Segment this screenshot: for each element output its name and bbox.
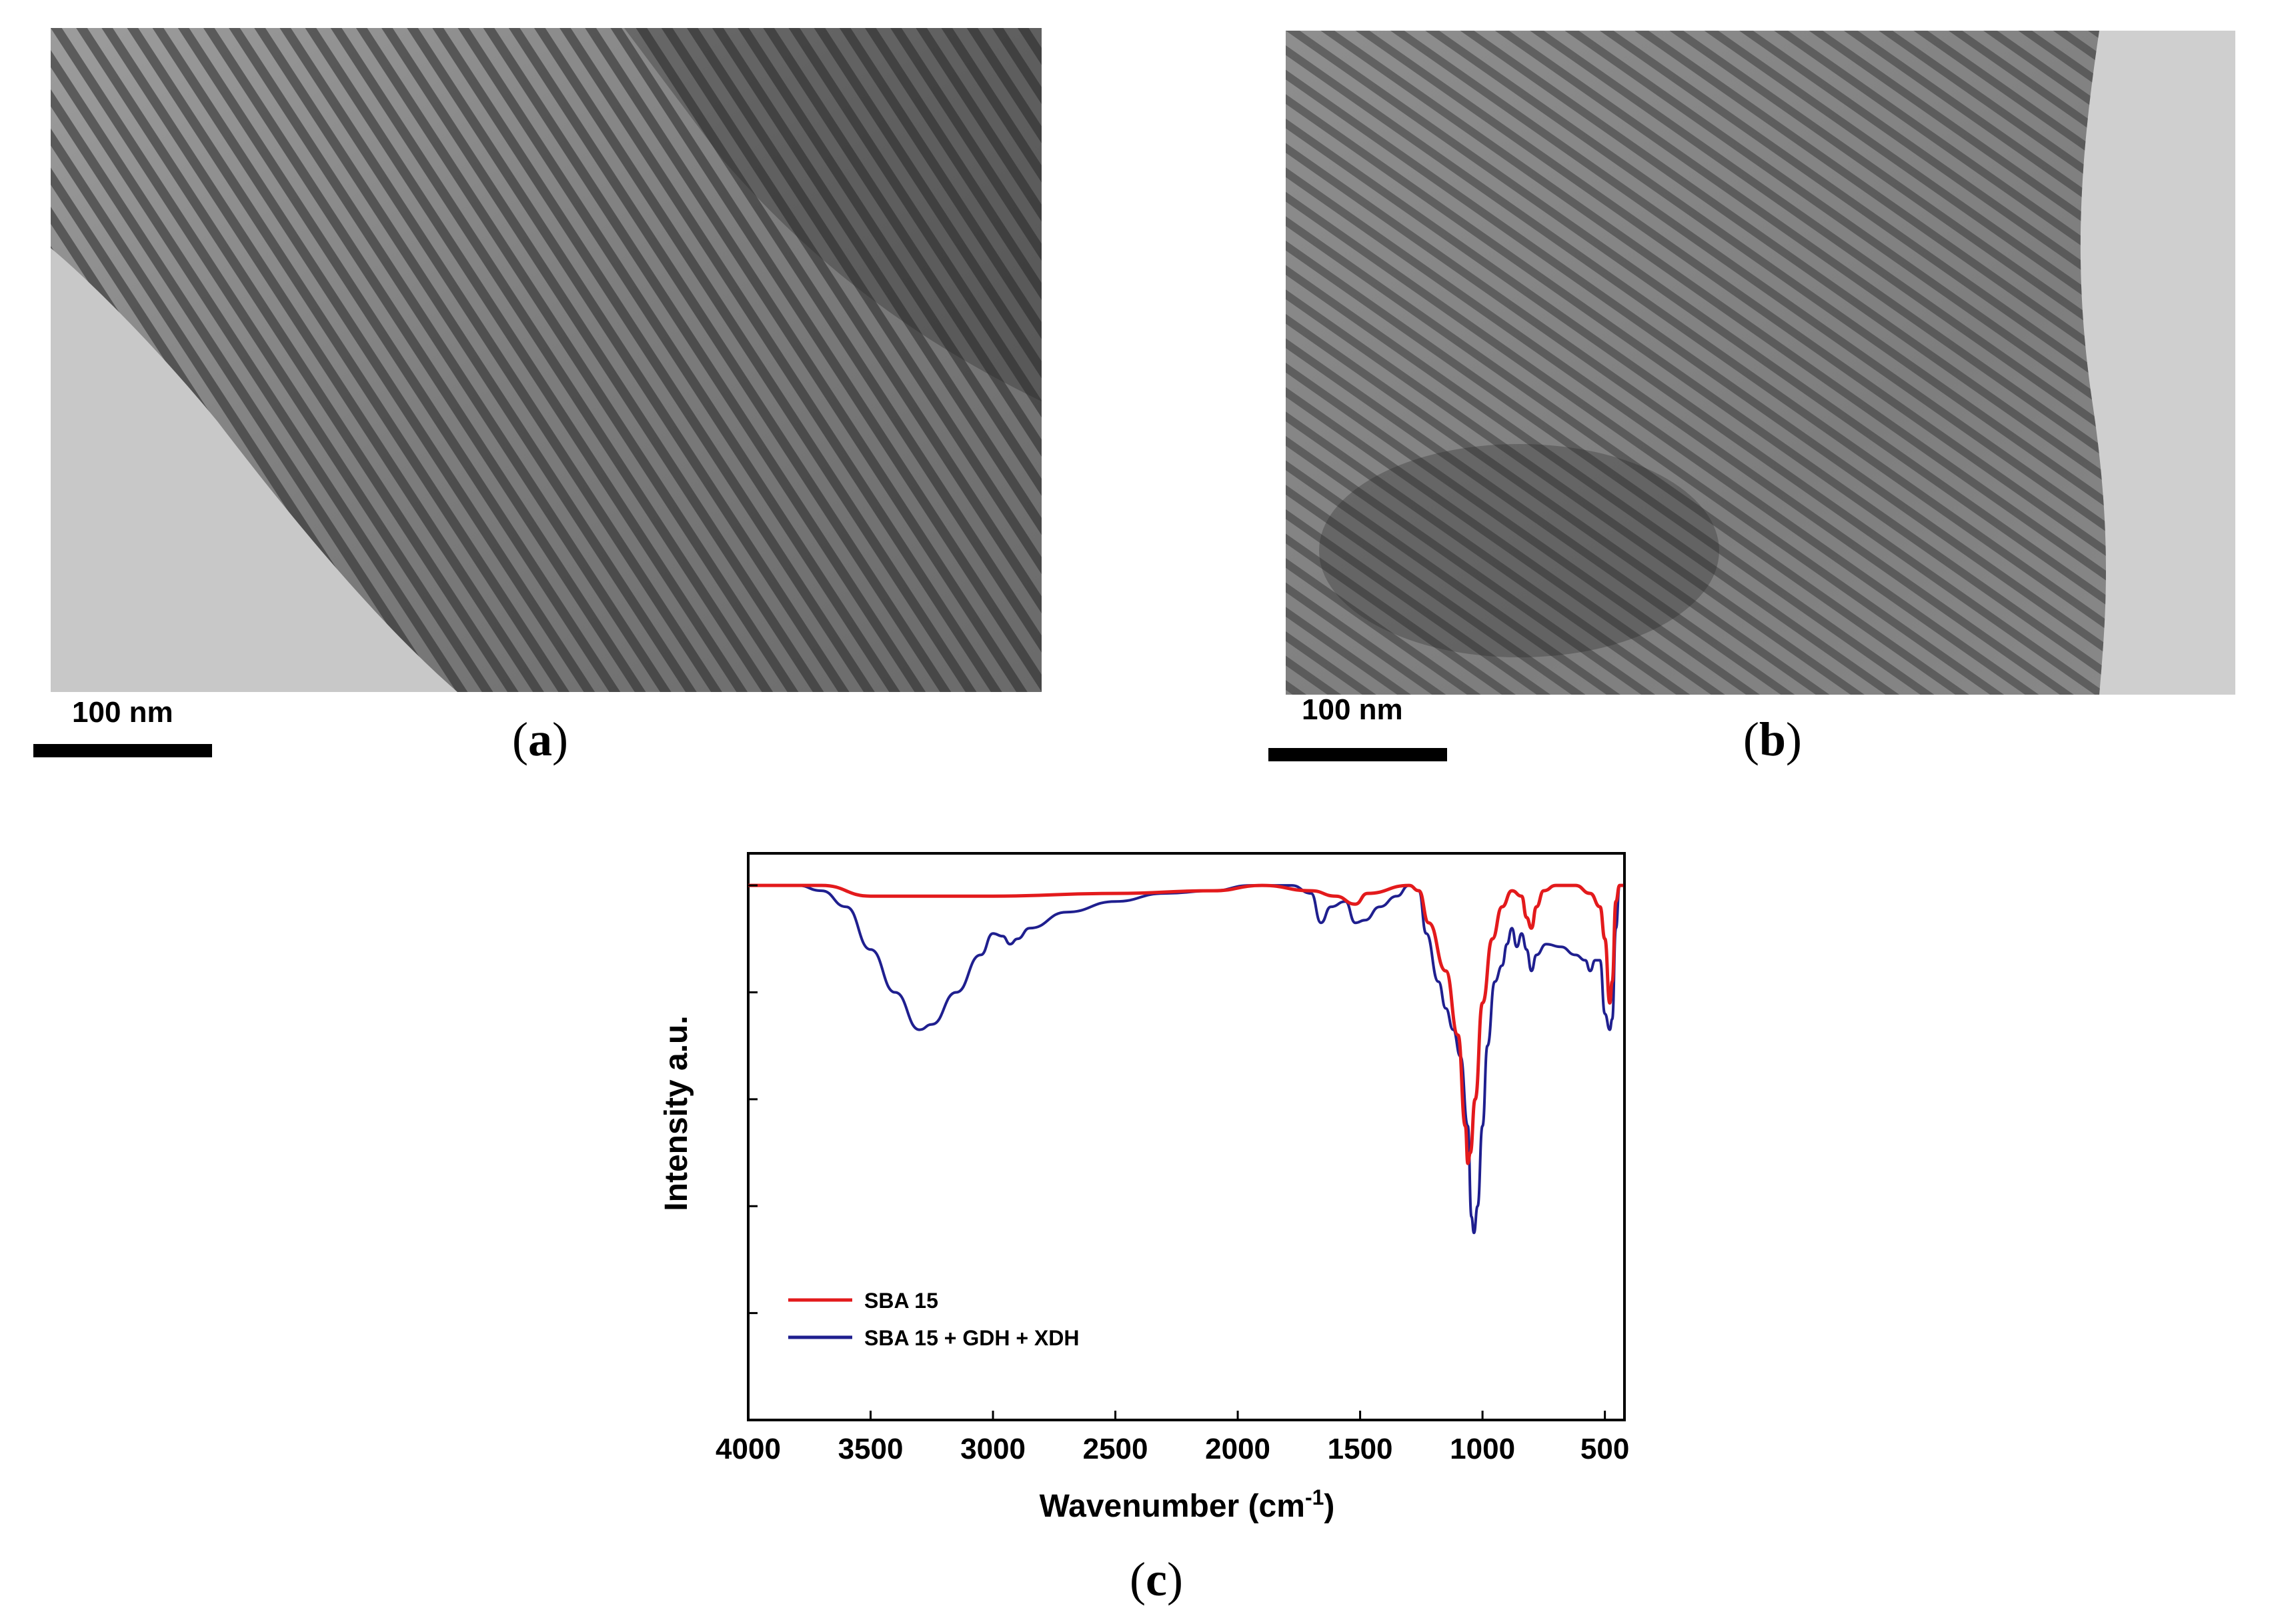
scale-bar-a bbox=[33, 744, 212, 757]
plot-frame bbox=[747, 852, 1626, 1421]
tem-image-a bbox=[51, 28, 1042, 692]
panel-label-a: (a) bbox=[512, 713, 568, 766]
panel-label-b: (b) bbox=[1743, 713, 1803, 766]
x-tick-label: 3500 bbox=[838, 1433, 904, 1465]
x-tick-label: 4000 bbox=[716, 1433, 781, 1465]
x-tick-label: 2000 bbox=[1205, 1433, 1270, 1465]
y-axis-label: Intensity a.u. bbox=[659, 1015, 694, 1211]
x-tick-label: 1500 bbox=[1328, 1433, 1393, 1465]
scale-label-a: 100 nm bbox=[72, 696, 173, 729]
series-layer bbox=[748, 883, 1624, 1235]
legend-label-1: SBA 15 bbox=[864, 1289, 938, 1313]
x-axis-label: Wavenumber (cm-1) bbox=[1040, 1485, 1335, 1524]
ftir-chart-svg: 4000 3500 3000 2500 2000 1500 1000 500 Intensit… bbox=[659, 852, 1629, 1524]
x-tick-label: 1000 bbox=[1450, 1433, 1515, 1465]
axis-layer: 4000 3500 3000 2500 2000 1500 1000 500 bbox=[716, 884, 1629, 1465]
scale-bar-b bbox=[1268, 748, 1447, 761]
series-line-2 bbox=[748, 884, 1624, 1235]
panel-label-c: (c) bbox=[1130, 1553, 1183, 1606]
x-tick-label: 2500 bbox=[1083, 1433, 1148, 1465]
x-tick-label: 3000 bbox=[960, 1433, 1026, 1465]
scale-label-b: 100 nm bbox=[1302, 693, 1403, 726]
legend: SBA 15 SBA 15 + GDH + XDH bbox=[788, 1289, 1079, 1350]
x-tick-label: 500 bbox=[1580, 1433, 1629, 1465]
legend-label-2: SBA 15 + GDH + XDH bbox=[864, 1326, 1079, 1350]
tem-image-b bbox=[1286, 31, 2235, 695]
ftir-chart: 4000 3500 3000 2500 2000 1500 1000 500 Intensit… bbox=[627, 820, 1654, 1553]
series-line-1 bbox=[748, 883, 1624, 1165]
